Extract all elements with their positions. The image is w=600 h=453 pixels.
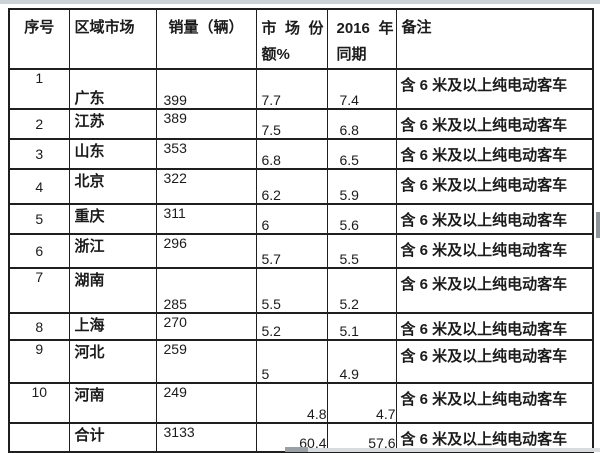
cell-prev-year: 6.8	[326, 108, 397, 140]
cell-share: 4.8	[255, 382, 328, 424]
header-market-share-line1: 市 场 份	[261, 20, 324, 37]
cell-region: 山东	[68, 138, 157, 170]
cell-remark: 含 6 米及以上纯电动客车	[395, 267, 594, 314]
cell-region: 合计	[68, 422, 157, 453]
table-row: 4 北京 322 6.2 5.9 含 6 米及以上纯电动客车	[8, 168, 594, 205]
table-row: 10 河南 249 4.8 4.7 含 6 米及以上纯电动客车	[8, 382, 594, 424]
cell-share: 5.7	[255, 233, 328, 269]
header-prev-year: 2016 年 同期	[326, 8, 397, 70]
table-total-row: 合计 3133 60.4 57.6 含 6 米及以上纯电动客车	[8, 422, 594, 453]
cell-share: 6.8	[255, 138, 328, 170]
table-row: 2 江苏 389 7.5 6.8 含 6 米及以上纯电动客车	[8, 108, 594, 140]
sales-table: 序号 区域市场 销量（辆） 市 场 份 额% 2016 年 同期 备注 1 广东…	[8, 8, 594, 453]
header-seq: 序号	[8, 8, 70, 70]
cell-sales: 311	[155, 203, 257, 235]
cell-seq: 1	[8, 68, 70, 110]
header-prev-year-line2: 同期	[336, 46, 367, 63]
cell-remark: 含 6 米及以上纯电动客车	[395, 138, 594, 170]
cell-sales: 249	[155, 382, 257, 424]
cell-seq: 8	[8, 312, 70, 341]
table-row: 7 湖南 285 5.5 5.2 含 6 米及以上纯电动客车	[8, 267, 594, 314]
cell-prev-year: 5.5	[326, 233, 397, 269]
cell-remark: 含 6 米及以上纯电动客车	[395, 382, 594, 424]
cell-seq: 3	[8, 138, 70, 170]
cell-sales: 389	[155, 108, 257, 140]
page-top-strip	[0, 0, 600, 4]
cell-share: 6.2	[255, 168, 328, 205]
header-remark: 备注	[395, 8, 594, 70]
cell-seq: 5	[8, 203, 70, 235]
bottom-scrollbar-artifact-dark	[285, 447, 308, 452]
table-row: 8 上海 270 5.2 5.1 含 6 米及以上纯电动客车	[8, 312, 594, 341]
cell-seq: 9	[8, 339, 70, 384]
header-market-share: 市 场 份 额%	[255, 8, 328, 70]
cell-region: 浙江	[68, 233, 157, 269]
cell-remark: 含 6 米及以上纯电动客车	[395, 312, 594, 341]
cell-prev-year: 4.7	[326, 382, 397, 424]
cell-remark: 含 6 米及以上纯电动客车	[395, 168, 594, 205]
cell-region: 河北	[68, 339, 157, 384]
table-row: 6 浙江 296 5.7 5.5 含 6 米及以上纯电动客车	[8, 233, 594, 269]
cell-region: 河南	[68, 382, 157, 424]
table-row: 9 河北 259 5 4.9 含 6 米及以上纯电动客车	[8, 339, 594, 384]
header-market-share-line2: 额%	[261, 46, 290, 63]
cell-prev-year: 5.9	[326, 168, 397, 205]
cell-share: 6	[255, 203, 328, 235]
table-row: 1 广东 399 7.7 7.4 含 6 米及以上纯电动客车	[8, 68, 594, 110]
cell-prev-year: 5.2	[326, 267, 397, 314]
cell-share: 5	[255, 339, 328, 384]
cell-sales: 399	[155, 68, 257, 110]
cell-region: 北京	[68, 168, 157, 205]
table-row: 3 山东 353 6.8 6.5 含 6 米及以上纯电动客车	[8, 138, 594, 170]
cell-share: 5.5	[255, 267, 328, 314]
table-header-row: 序号 区域市场 销量（辆） 市 场 份 额% 2016 年 同期 备注	[8, 8, 594, 70]
cell-sales: 259	[155, 339, 257, 384]
cell-remark: 含 6 米及以上纯电动客车	[395, 233, 594, 269]
cell-region: 广东	[68, 68, 157, 110]
cell-prev-year: 5.1	[326, 312, 397, 341]
cell-region: 江苏	[68, 108, 157, 140]
cell-region: 重庆	[68, 203, 157, 235]
cell-seq	[8, 422, 70, 453]
right-scrollbar-thumb[interactable]	[596, 212, 600, 238]
cell-remark: 含 6 米及以上纯电动客车	[395, 339, 594, 384]
cell-sales: 3133	[155, 422, 257, 453]
cell-seq: 4	[8, 168, 70, 205]
cell-seq: 6	[8, 233, 70, 269]
cell-share: 5.2	[255, 312, 328, 341]
cell-prev-year: 4.9	[326, 339, 397, 384]
cell-region: 上海	[68, 312, 157, 341]
cell-remark: 含 6 米及以上纯电动客车	[395, 422, 594, 453]
cell-sales: 296	[155, 233, 257, 269]
cell-prev-year: 6.5	[326, 138, 397, 170]
cell-share: 7.7	[255, 68, 328, 110]
header-sales: 销量（辆）	[155, 8, 257, 70]
cell-sales: 270	[155, 312, 257, 341]
cell-share: 7.5	[255, 108, 328, 140]
cell-remark: 含 6 米及以上纯电动客车	[395, 203, 594, 235]
cell-seq: 10	[8, 382, 70, 424]
cell-prev-year: 7.4	[326, 68, 397, 110]
cell-prev-year: 5.6	[326, 203, 397, 235]
header-prev-year-line1: 2016 年	[336, 20, 394, 37]
cell-sales: 285	[155, 267, 257, 314]
cell-remark: 含 6 米及以上纯电动客车	[395, 108, 594, 140]
cell-remark: 含 6 米及以上纯电动客车	[395, 68, 594, 110]
cell-region: 湖南	[68, 267, 157, 314]
bottom-scrollbar-artifact-light	[308, 448, 600, 452]
table-row: 5 重庆 311 6 5.6 含 6 米及以上纯电动客车	[8, 203, 594, 235]
cell-seq: 2	[8, 108, 70, 140]
cell-sales: 353	[155, 138, 257, 170]
cell-seq: 7	[8, 267, 70, 314]
header-region: 区域市场	[68, 8, 157, 70]
cell-sales: 322	[155, 168, 257, 205]
